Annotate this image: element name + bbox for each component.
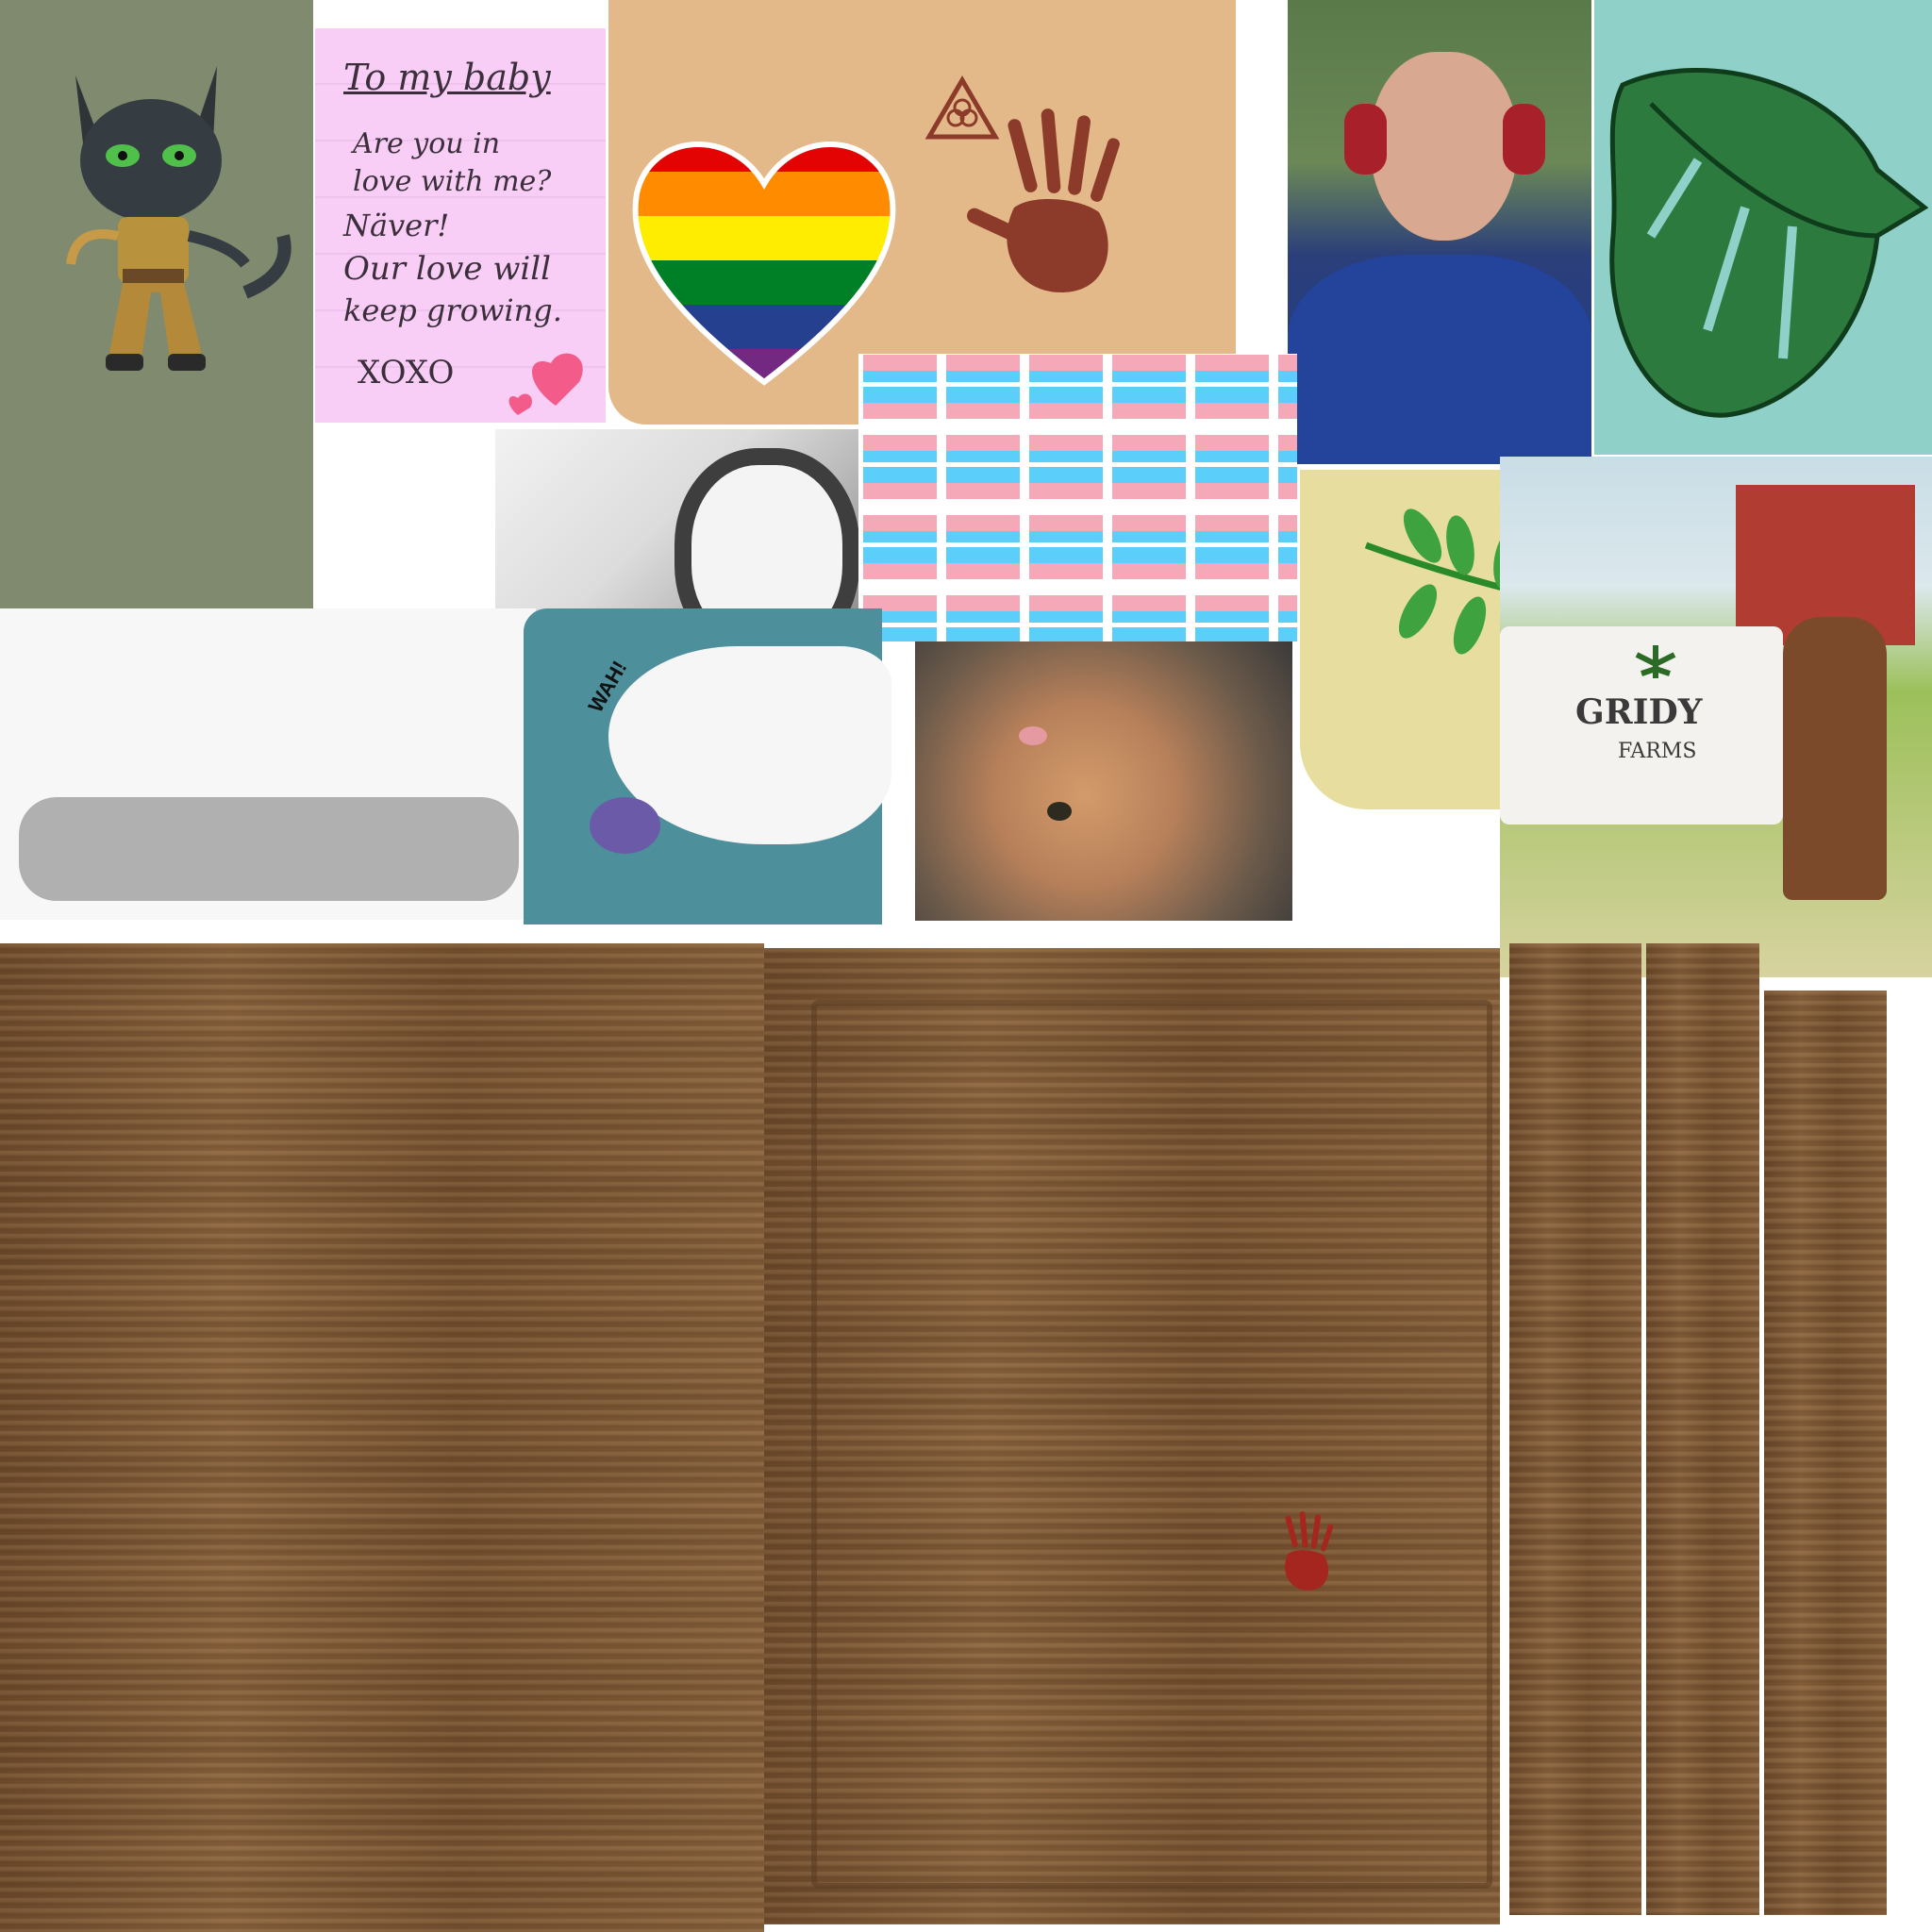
- headphone-left: [1344, 104, 1387, 175]
- wood-inner-frame: [811, 1000, 1492, 1889]
- note-heading: To my baby: [343, 57, 551, 98]
- gray-texture-strip: [0, 608, 536, 920]
- wood-strip-right-1: [1509, 943, 1641, 1915]
- note-line-2: love with me?: [353, 165, 552, 198]
- love-note: To my baby Are you in love with me? Näve…: [315, 28, 606, 423]
- farm-sign-subtitle: FARMS: [1618, 740, 1697, 763]
- kraft-panel: [608, 0, 1236, 425]
- wood-strip-right-3: [1764, 991, 1887, 1915]
- note-line-4: Our love will: [343, 250, 552, 288]
- cat-comic-panel: WAH!: [524, 608, 891, 924]
- comic-cat-hat: [590, 797, 660, 854]
- kitten-nose: [1019, 726, 1047, 745]
- cannabis-leaf-icon: [1635, 645, 1676, 678]
- headphone-right: [1503, 104, 1545, 175]
- cat-character-icon: [66, 66, 291, 371]
- wood-texture-main: [0, 943, 764, 1932]
- kitten-eye: [1047, 802, 1072, 821]
- farm-scene: GRIDY FARMS: [1500, 457, 1932, 977]
- selfie-photo: [1288, 0, 1591, 464]
- note-line-3: Näver!: [343, 208, 450, 243]
- biohazard-triangle-icon: [924, 75, 1000, 140]
- note-line-1: Are you in: [353, 127, 501, 160]
- trans-hearts-panel: [858, 354, 1297, 641]
- pink-hearts-icon: [508, 353, 583, 415]
- note-line-5: keep growing.: [343, 292, 562, 328]
- monstera-panel: [1594, 0, 1932, 455]
- farm-sign-name: GRIDY: [1575, 692, 1703, 732]
- wood-texture-center: [764, 948, 1500, 1924]
- cat-character-panel: [0, 0, 313, 608]
- farmer-character: [1783, 617, 1887, 900]
- kitten-photo: [915, 641, 1292, 921]
- trans-hearts-pattern: [858, 354, 1297, 641]
- monstera-leaf-icon: [1609, 67, 1929, 418]
- cat-photo-small: [495, 429, 858, 641]
- person-face: [1371, 52, 1517, 241]
- note-signoff: XOXO: [358, 354, 455, 391]
- handprint-icon: [967, 108, 1120, 292]
- rainbow-heart-icon: [632, 141, 896, 386]
- handprint-small-icon: [1285, 1511, 1334, 1591]
- wood-strip-right-2: [1646, 943, 1759, 1915]
- jacket: [1288, 255, 1591, 464]
